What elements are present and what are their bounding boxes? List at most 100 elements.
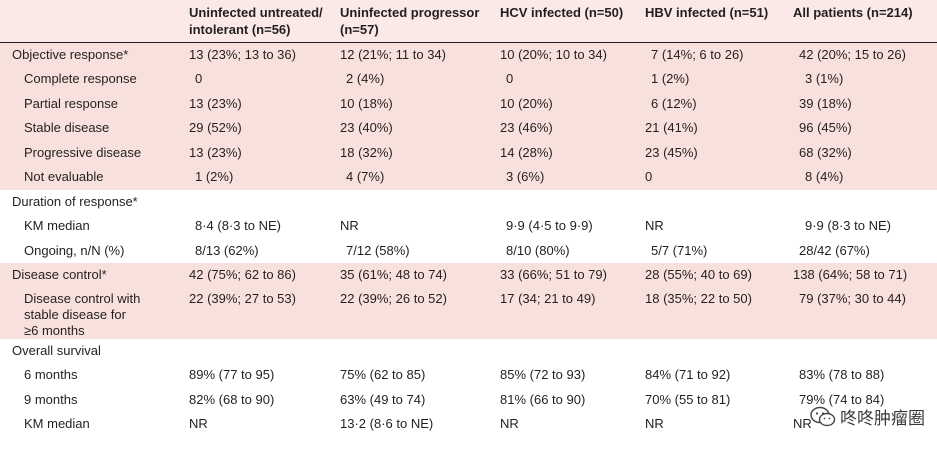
table-cell (334, 339, 494, 364)
table-cell: 13 (23%; 13 to 36) (189, 46, 296, 62)
table-cell: 13 (23%) (189, 144, 242, 160)
table-row: Disease control with stable disease for … (0, 287, 937, 339)
table-cell (494, 339, 639, 364)
table-cell: NR (189, 416, 208, 431)
row-label: KM median (24, 416, 90, 431)
table-cell: 82% (68 to 90) (189, 391, 275, 407)
table-cell (183, 190, 334, 215)
table-cell: NR (645, 416, 664, 431)
table-cell: 3 (6%) (506, 169, 545, 184)
table-cell: 0 (195, 71, 203, 86)
table-cell: 12 (21%; 11 to 34) (340, 46, 446, 62)
header-hcv: HCV infected (n=50) (494, 0, 639, 43)
table-cell: 8·4 (8·3 to NE) (195, 218, 281, 233)
row-label: Complete response (24, 71, 137, 86)
table-cell: 85% (72 to 93) (500, 367, 586, 382)
table-cell: 42 (75%; 62 to 86) (189, 267, 296, 282)
table-cell: 0 (645, 169, 653, 184)
row-label: Objective response* (12, 46, 129, 62)
row-label-line: Disease control with (24, 290, 141, 306)
table-cell: 28 (55%; 40 to 69) (645, 267, 752, 282)
header-all-patients: All patients (n=214) (787, 0, 937, 43)
row-label: KM median (24, 218, 90, 233)
table-cell: 1 (2%) (195, 169, 234, 184)
table-cell: 8 (4%) (805, 169, 844, 184)
table-cell (639, 190, 787, 215)
table-cell: 84% (71 to 92) (645, 367, 731, 382)
watermark: 咚咚肿瘤圈 (810, 404, 925, 429)
table-cell: 13·2 (8·6 to NE) (340, 416, 434, 431)
table-cell (787, 190, 937, 215)
table-cell: 138 (64%; 58 to 71) (793, 267, 908, 282)
table-cell: 8/10 (80%) (506, 242, 570, 258)
table-cell: 42 (20%; 15 to 26) (799, 46, 906, 62)
table-cell: 21 (41%) (645, 120, 698, 135)
table-cell: 9·9 (8·3 to NE) (805, 218, 891, 233)
table-cell: 39 (18%) (799, 95, 852, 111)
row-label-line: stable disease for (24, 306, 126, 322)
table-cell (183, 339, 334, 364)
row-label: Overall survival (12, 342, 101, 358)
table-row: Partial response 13 (23%) 10 (18%) 10 (2… (0, 91, 937, 116)
table-row: Stable disease 29 (52%) 23 (40%) 23 (46%… (0, 116, 937, 141)
table-cell: 89% (77 to 95) (189, 367, 275, 382)
table-cell: 0 (506, 71, 514, 86)
table-cell: 13 (23%) (189, 95, 242, 111)
table-cell (334, 190, 494, 215)
table-row: Overall survival (0, 338, 937, 364)
row-label: Disease control* (12, 267, 107, 282)
table-cell: 23 (46%) (500, 120, 553, 135)
table-cell: 63% (49 to 74) (340, 391, 426, 407)
row-label: 9 months (24, 391, 78, 407)
row-label-line: ≥6 months (24, 322, 85, 338)
table-cell: 3 (1%) (805, 71, 844, 86)
table-row: 6 months 89% (77 to 95) 75% (62 to 85) 8… (0, 363, 937, 388)
table-cell: 35 (61%; 48 to 74) (340, 267, 447, 282)
table-cell: 70% (55 to 81) (645, 391, 731, 407)
header-blank (0, 0, 183, 43)
table-cell: 4 (7%) (346, 169, 385, 184)
table-cell: NR (500, 416, 519, 431)
table-cell: 83% (78 to 88) (799, 367, 885, 382)
row-label: Not evaluable (24, 169, 104, 184)
table-cell: 7/12 (58%) (346, 242, 410, 258)
table-cell: 2 (4%) (346, 71, 385, 86)
watermark-text: 咚咚肿瘤圈 (840, 409, 925, 428)
table-cell: 8/13 (62%) (195, 242, 259, 258)
table-cell: 17 (34; 21 to 49) (500, 290, 596, 306)
results-table: Uninfected untreated/intolerant (n=56) U… (0, 0, 937, 437)
table-cell: NR (340, 218, 359, 233)
table-row: Objective response* 13 (23%; 13 to 36) 1… (0, 42, 937, 67)
table-row: KM median NR 13·2 (8·6 to NE) NR NR NR (0, 412, 937, 437)
table-cell: 22 (39%; 26 to 52) (340, 290, 447, 306)
table-row: Duration of response* (0, 189, 937, 215)
table-row: Progressive disease 13 (23%) 18 (32%) 14… (0, 140, 937, 165)
table-cell: 96 (45%) (799, 120, 852, 135)
table-cell: NR (793, 416, 812, 431)
table-cell: 23 (40%) (340, 120, 393, 135)
table-cell: 29 (52%) (189, 120, 242, 135)
table-cell: 6 (12%) (651, 95, 697, 111)
table-cell: 79% (74 to 84) (799, 391, 885, 407)
table-cell: 33 (66%; 51 to 79) (500, 267, 607, 282)
row-label: Duration of response* (12, 193, 138, 209)
table-cell: 10 (20%) (500, 95, 553, 111)
header-uninfected-progressor: Uninfected progressor (n=57) (334, 0, 494, 43)
table-row: Ongoing, n/N (%) 8/13 (62%) 7/12 (58%) 8… (0, 238, 937, 263)
table-cell (639, 339, 787, 364)
table-cell (787, 339, 937, 364)
table-cell: 5/7 (71%) (651, 242, 708, 258)
table-cell: 22 (39%; 27 to 53) (189, 290, 296, 306)
header-uninfected-untreated: Uninfected untreated/intolerant (n=56) (183, 0, 334, 43)
row-label: 6 months (24, 367, 78, 382)
table-cell: 10 (20%; 10 to 34) (500, 46, 607, 62)
table-cell: 18 (32%) (340, 144, 393, 160)
table-row: KM median 8·4 (8·3 to NE) NR 9·9 (4·5 to… (0, 214, 937, 239)
row-label: Disease control with stable disease for … (0, 288, 183, 339)
header-row: Uninfected untreated/intolerant (n=56) U… (0, 0, 937, 43)
table-cell: 23 (45%) (645, 144, 698, 160)
table-cell: 10 (18%) (340, 95, 393, 111)
wechat-icon (810, 406, 836, 428)
table-cell: 28/42 (67%) (799, 242, 870, 258)
